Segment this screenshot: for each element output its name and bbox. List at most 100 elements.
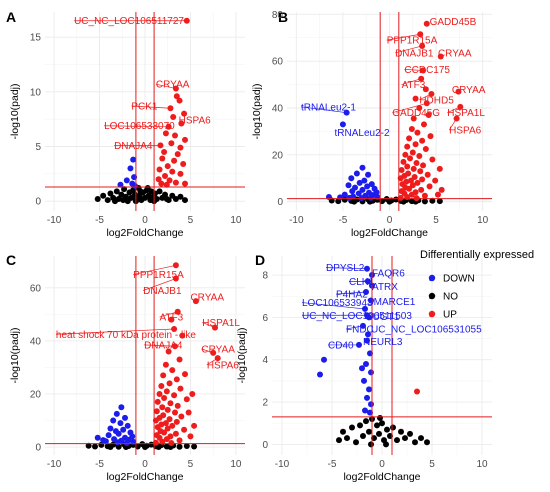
point-no (360, 432, 366, 439)
threshold-lines (272, 256, 492, 455)
point-up (162, 173, 168, 180)
y-axis-title: -log10(padj) (251, 83, 263, 139)
label-connector (104, 125, 169, 128)
point-up (163, 388, 170, 395)
gene-label: HSPA6 (179, 116, 211, 127)
gridlines (287, 12, 492, 211)
point-down (366, 314, 372, 321)
point-up (418, 186, 425, 193)
y-tick-label: 0 (277, 197, 283, 208)
point-no (424, 439, 430, 446)
legend-key-no (428, 292, 436, 300)
point-down (132, 182, 138, 189)
point-no (120, 197, 127, 204)
gene-label: tRNALeu2-1 (301, 102, 356, 113)
point-down (364, 394, 370, 401)
legend: Differentially expressed a DOWN a NO a UP (420, 249, 534, 321)
x-tick-label: 5 (429, 459, 435, 470)
point-no (137, 188, 144, 195)
x-tick-label: -5 (328, 459, 337, 470)
x-tick-label: 5 (433, 215, 439, 226)
point-no (368, 441, 374, 448)
point-no (429, 197, 436, 204)
point-up (416, 152, 423, 159)
point-up (159, 404, 166, 411)
x-tick-label: 10 (477, 215, 489, 226)
point-down (361, 377, 367, 384)
point-no (349, 424, 355, 431)
point-up (180, 160, 187, 167)
point-down (346, 194, 353, 201)
y-axis-title: -log10(padj) (9, 327, 21, 383)
point-up (154, 398, 161, 405)
gene-label: DNAJB1 (143, 286, 182, 297)
point-down (317, 371, 323, 378)
y-tick-label: 0 (262, 440, 268, 451)
gene-label: HSPA1L (202, 318, 240, 329)
point-down (364, 183, 371, 190)
point-no (142, 444, 148, 451)
gene-label: CCDC175 (404, 65, 450, 76)
point-up (162, 361, 169, 368)
label-connector (133, 264, 176, 275)
point-up (191, 422, 198, 429)
point-no (112, 198, 118, 205)
threshold-lines (45, 12, 245, 211)
gene-label: DNAJB1 (395, 48, 434, 59)
point-up (424, 171, 431, 178)
point-up (417, 168, 424, 175)
point-up (177, 170, 184, 177)
y-axis-title: -log10(padj) (9, 83, 21, 139)
point-up (168, 316, 175, 323)
points (94, 17, 190, 205)
label-connector (392, 102, 427, 114)
point-down (356, 179, 363, 186)
point-up (161, 394, 168, 401)
point-up (169, 422, 176, 429)
point-up (420, 162, 427, 169)
gene-label: ATF3 (402, 80, 426, 91)
gridlines (45, 256, 245, 455)
point-down (368, 181, 375, 188)
point-no (121, 186, 128, 193)
x-tick-label: 0 (142, 215, 148, 226)
gene-labels: UC_NC_LOC106511727 CRYAA PCK1 HSPA6 LOC10653… (74, 16, 211, 152)
point-up (189, 390, 196, 397)
label-connector (448, 118, 457, 131)
gene-labels: PPP1R15A DNAJB1 CRYAA ATF3 HSPA1L heat shock … (55, 264, 240, 371)
point-no (183, 442, 190, 449)
point-down (355, 190, 362, 197)
point-down (368, 369, 374, 376)
point-no (394, 437, 400, 444)
gene-label: FNDC (346, 325, 374, 336)
x-tick-label: -5 (95, 215, 104, 226)
point-no (407, 430, 413, 437)
label-connector (131, 105, 171, 109)
point-up (176, 97, 183, 104)
point-no (156, 188, 163, 195)
point-down (337, 194, 344, 201)
point-up (161, 148, 168, 155)
point-up (164, 425, 171, 432)
point-up (409, 182, 416, 189)
point-up (179, 332, 186, 339)
point-up (420, 121, 427, 128)
point-up (168, 140, 175, 147)
point-up (408, 126, 415, 133)
point-up (172, 179, 179, 186)
point-down (127, 165, 134, 172)
point-no (402, 435, 408, 442)
point-up (156, 390, 163, 397)
gene-label: HSPA6 (207, 360, 239, 371)
point-no (163, 195, 170, 202)
point-down (123, 440, 130, 447)
gene-label: ATRX (372, 282, 398, 293)
point-no (353, 439, 359, 446)
point-up (172, 430, 179, 437)
point-up (404, 163, 411, 170)
legend-label: NO (443, 292, 458, 303)
point-down (105, 432, 112, 439)
point-up (406, 135, 413, 142)
gene-label: SMARCE1 (367, 297, 416, 308)
